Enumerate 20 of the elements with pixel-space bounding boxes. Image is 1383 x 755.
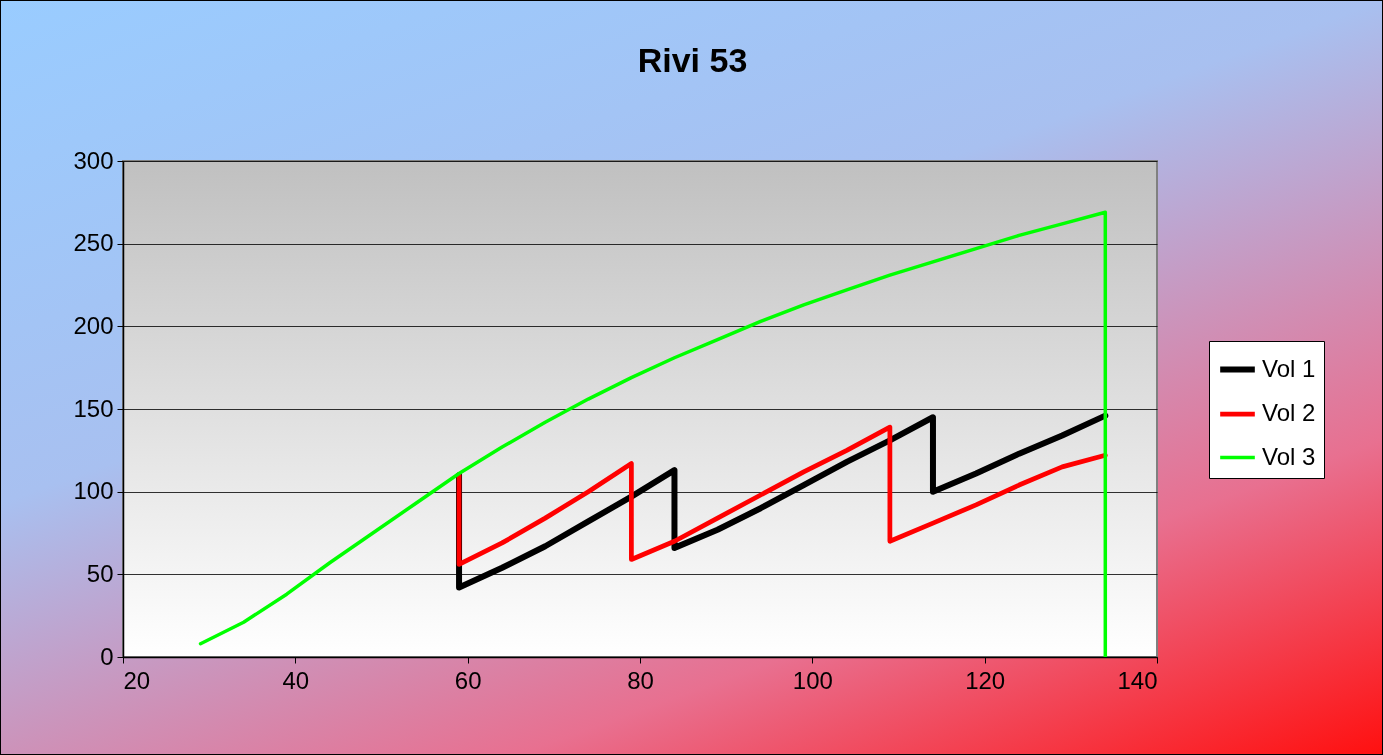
y-tick-label: 100 [73, 477, 114, 505]
x-tick-label: 20 [123, 666, 151, 694]
legend-label: Vol 2 [1262, 399, 1316, 426]
x-tick-label: 80 [627, 666, 654, 694]
y-tick-label: 200 [73, 311, 114, 339]
line-series [198, 210, 1108, 657]
x-tick-label: 140 [1117, 666, 1158, 694]
x-tick-label: 40 [282, 666, 310, 694]
y-tick-label: 150 [73, 394, 114, 422]
line-series [456, 424, 1108, 567]
y-tick-label: 50 [86, 559, 114, 587]
y-tick-label: 250 [73, 229, 114, 257]
x-tick-label: 120 [965, 666, 1006, 694]
x-tick-label: 60 [454, 666, 482, 694]
x-tick-label: 100 [792, 666, 833, 694]
y-tick-label: 0 [100, 642, 114, 670]
y-tick-label: 300 [73, 146, 114, 174]
legend-label: Vol 1 [1262, 354, 1316, 382]
legend-label: Vol 3 [1262, 442, 1316, 470]
chart-title: Rivi 53 [636, 41, 749, 80]
